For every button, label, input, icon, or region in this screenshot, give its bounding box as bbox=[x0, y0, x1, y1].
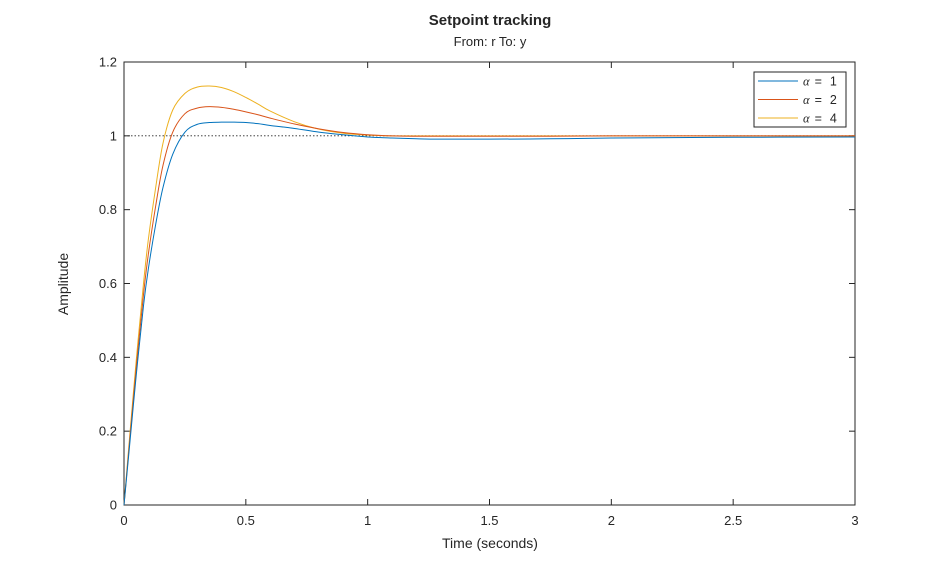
x-tick-label: 0 bbox=[120, 513, 127, 528]
legend-entry-alpha-4[interactable]: α = 4 bbox=[758, 112, 837, 126]
y-tick-label: 1 bbox=[110, 128, 117, 143]
legend-label: α = 4 bbox=[803, 112, 837, 126]
legend-label: α = 2 bbox=[803, 93, 837, 107]
axis-tick-labels: 0 0.5 1 1.5 2 2.5 3 0 0.2 0.4 0.6 0.8 1 1.2 bbox=[99, 55, 859, 529]
x-tick-label: 1.5 bbox=[480, 513, 498, 528]
legend-value: 2 bbox=[830, 93, 837, 107]
y-tick-label: 0.8 bbox=[99, 202, 117, 217]
chart-title: Setpoint tracking bbox=[429, 12, 552, 29]
legend-equals: = bbox=[815, 112, 822, 126]
series-layer bbox=[123, 85, 856, 506]
y-axis-label: Amplitude bbox=[55, 253, 71, 315]
chart-subtitle: From: r To: y bbox=[454, 34, 527, 49]
legend[interactable]: α = 1 α = 2 α = 4 bbox=[753, 71, 847, 128]
plot-area[interactable] bbox=[123, 61, 856, 506]
legend-equals: = bbox=[815, 75, 822, 89]
x-tick-label: 3 bbox=[851, 513, 858, 528]
x-tick-label: 1 bbox=[364, 513, 371, 528]
legend-label: α = 1 bbox=[803, 75, 837, 89]
y-tick-label: 1.2 bbox=[99, 55, 117, 70]
legend-entry-alpha-1[interactable]: α = 1 bbox=[758, 75, 837, 89]
legend-symbol: α bbox=[803, 93, 810, 107]
x-axis-label: Time (seconds) bbox=[442, 535, 538, 551]
series-line-alpha-2 bbox=[123, 106, 855, 506]
y-tick-label: 0.6 bbox=[99, 276, 117, 291]
y-tick-label: 0 bbox=[110, 498, 117, 513]
y-tick-label: 0.4 bbox=[99, 350, 117, 365]
x-tick-label: 2 bbox=[608, 513, 615, 528]
x-tick-label: 0.5 bbox=[237, 513, 255, 528]
legend-equals: = bbox=[815, 93, 822, 107]
y-tick-label: 0.2 bbox=[99, 424, 117, 439]
legend-symbol: α bbox=[803, 112, 810, 126]
legend-symbol: α bbox=[803, 75, 810, 89]
legend-value: 4 bbox=[830, 112, 837, 126]
legend-value: 1 bbox=[830, 75, 837, 89]
series-line-alpha-1 bbox=[123, 121, 856, 506]
x-tick-label: 2.5 bbox=[724, 513, 742, 528]
legend-entries: α = 1 α = 2 α = 4 bbox=[758, 75, 837, 126]
legend-entry-alpha-2[interactable]: α = 2 bbox=[758, 93, 837, 107]
